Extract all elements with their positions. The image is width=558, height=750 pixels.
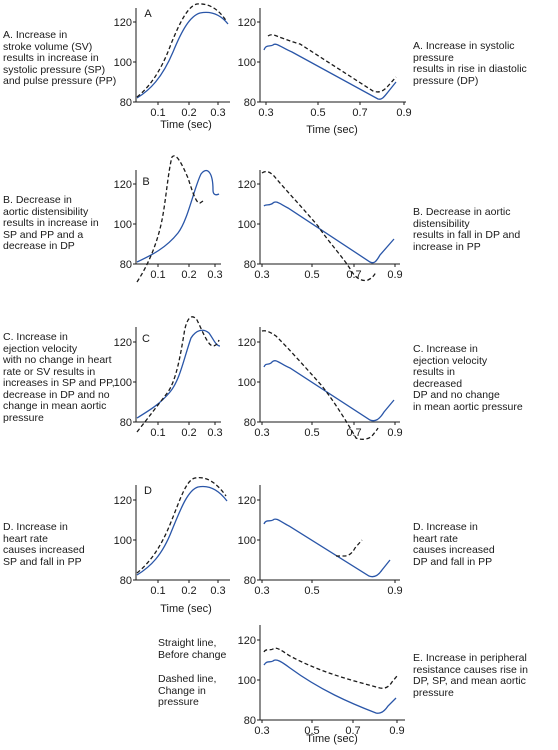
caption-left-d: D. Increase in heart rate causes increas… xyxy=(3,521,85,568)
y-tick-label-a-right-2: 120 xyxy=(238,17,256,29)
curve-b-left-dashed xyxy=(136,155,204,283)
caption-right-d: D. Increase in heart rate causes increas… xyxy=(413,521,495,568)
panel-letter-d-left: D xyxy=(144,485,152,497)
x-axis-label-a-right: Time (sec) xyxy=(306,124,358,136)
x-tick-label-d-right-0: 0.3 xyxy=(254,585,269,597)
x-tick-label-c-left-1: 0.2 xyxy=(181,427,196,439)
x-tick-label-b-left-0: 0.1 xyxy=(150,269,165,281)
curve-c-left-dashed xyxy=(136,316,220,433)
x-tick-label-d-left-1: 0.2 xyxy=(181,585,196,597)
y-tick-label-a-left-0: 80 xyxy=(120,97,132,109)
y-tick-label-a-right-1: 100 xyxy=(238,57,256,69)
y-tick-label-b-left-1: 100 xyxy=(114,219,132,231)
x-tick-label-b-right-1: 0.5 xyxy=(304,269,319,281)
y-tick-label-a-left-1: 100 xyxy=(114,57,132,69)
x-tick-label-a-right-2: 0.7 xyxy=(352,107,367,119)
x-tick-label-c-right-0: 0.3 xyxy=(254,427,269,439)
curve-b-left-solid xyxy=(136,169,220,263)
x-tick-label-e-right-2: 0.7 xyxy=(345,725,360,737)
curve-c-right-solid xyxy=(263,360,395,422)
x-tick-label-c-left-0: 0.1 xyxy=(150,427,165,439)
panel-letter-b-left: B xyxy=(142,176,149,188)
x-tick-label-d-left-0: 0.1 xyxy=(150,585,165,597)
caption-left-a: A. Increase in stroke volume (SV) result… xyxy=(3,29,117,87)
x-tick-label-a-left-0: 0.1 xyxy=(150,107,165,119)
x-tick-label-c-right-1: 0.5 xyxy=(304,427,319,439)
curve-d-left-dashed xyxy=(136,476,227,574)
curve-a-left-solid xyxy=(136,11,229,99)
curve-c-right-dashed xyxy=(261,330,379,440)
curve-d-right-solid xyxy=(263,518,391,578)
x-axis-label-e-right: Time (sec) xyxy=(306,733,358,745)
y-tick-label-d-left-2: 120 xyxy=(114,495,132,507)
x-tick-label-b-right-3: 0.9 xyxy=(387,269,402,281)
curve-a-left-dashed xyxy=(136,3,228,98)
caption-right-e: E. Increase in peripheral resistance cau… xyxy=(413,652,528,699)
y-tick-label-c-right-0: 80 xyxy=(244,417,256,429)
caption-left-c: C. Increase in ejection velocity with no… xyxy=(3,331,115,424)
x-axis-label-a-left: Time (sec) xyxy=(160,119,212,131)
x-tick-label-b-left-2: 0.3 xyxy=(207,269,222,281)
x-tick-label-c-left-2: 0.3 xyxy=(207,427,222,439)
y-tick-label-c-right-1: 100 xyxy=(238,377,256,389)
y-tick-label-c-right-2: 120 xyxy=(238,337,256,349)
x-tick-label-a-right-3: 0.9 xyxy=(396,107,411,119)
y-tick-label-c-left-2: 120 xyxy=(114,337,132,349)
x-tick-label-d-left-2: 0.3 xyxy=(210,585,225,597)
y-tick-label-b-right-1: 100 xyxy=(238,219,256,231)
curve-d-left-solid xyxy=(136,485,228,576)
curve-a-right-solid xyxy=(263,43,397,100)
y-tick-label-c-left-0: 80 xyxy=(120,417,132,429)
y-tick-label-d-left-1: 100 xyxy=(114,535,132,547)
y-tick-label-b-right-2: 120 xyxy=(238,179,256,191)
legend-dashed-text: Dashed line, Change in pressure xyxy=(158,673,217,708)
x-tick-label-d-right-3: 0.9 xyxy=(387,585,402,597)
caption-right-b: B. Decrease in aortic distensibility res… xyxy=(413,206,521,253)
x-axis-label-d-left: Time (sec) xyxy=(160,603,212,615)
y-tick-label-b-left-0: 80 xyxy=(120,259,132,271)
y-tick-label-e-right-0: 80 xyxy=(244,715,256,727)
caption-left-b: B. Decrease in aortic distensibility res… xyxy=(3,194,99,252)
x-tick-label-b-right-0: 0.3 xyxy=(254,269,269,281)
legend-solid-text: Straight line, Before change xyxy=(158,637,227,661)
y-tick-label-e-right-2: 120 xyxy=(238,635,256,647)
y-tick-label-a-right-0: 80 xyxy=(244,97,256,109)
y-tick-label-e-right-1: 100 xyxy=(238,675,256,687)
x-tick-label-c-right-2: 0.7 xyxy=(346,427,361,439)
x-tick-label-d-right-1: 0.5 xyxy=(304,585,319,597)
caption-right-a: A. Increase in systolic pressure results… xyxy=(413,40,527,87)
x-tick-label-a-left-2: 0.3 xyxy=(210,107,225,119)
x-tick-label-a-right-1: 0.5 xyxy=(310,107,325,119)
x-tick-label-b-right-2: 0.7 xyxy=(346,269,361,281)
x-tick-label-e-right-1: 0.5 xyxy=(304,725,319,737)
curve-b-right-solid xyxy=(263,201,395,264)
y-tick-label-a-left-2: 120 xyxy=(114,17,132,29)
curve-e-right-solid xyxy=(263,659,397,714)
y-tick-label-d-left-0: 80 xyxy=(120,575,132,587)
y-tick-label-d-right-2: 120 xyxy=(238,495,256,507)
x-tick-label-a-right-0: 0.3 xyxy=(258,107,273,119)
x-tick-label-e-right-3: 0.9 xyxy=(389,725,404,737)
x-tick-label-a-left-1: 0.2 xyxy=(181,107,196,119)
curve-a-right-dashed xyxy=(267,34,397,93)
y-tick-label-c-left-1: 100 xyxy=(114,377,132,389)
x-tick-label-e-right-0: 0.3 xyxy=(254,725,269,737)
caption-right-c: C. Increase in ejection velocity results… xyxy=(413,343,523,413)
curve-e-right-dashed xyxy=(263,647,398,689)
x-tick-label-b-left-1: 0.2 xyxy=(181,269,196,281)
y-tick-label-b-right-0: 80 xyxy=(244,259,256,271)
panel-letter-c-left: C xyxy=(142,333,150,345)
y-tick-label-b-left-2: 120 xyxy=(114,179,132,191)
x-tick-label-c-right-3: 0.9 xyxy=(387,427,402,439)
curve-d-right-dashed xyxy=(336,539,363,557)
y-tick-label-d-right-1: 100 xyxy=(238,535,256,547)
curve-b-right-dashed xyxy=(261,170,377,282)
y-tick-label-d-right-0: 80 xyxy=(244,575,256,587)
panel-letter-a-left: A xyxy=(144,8,152,20)
